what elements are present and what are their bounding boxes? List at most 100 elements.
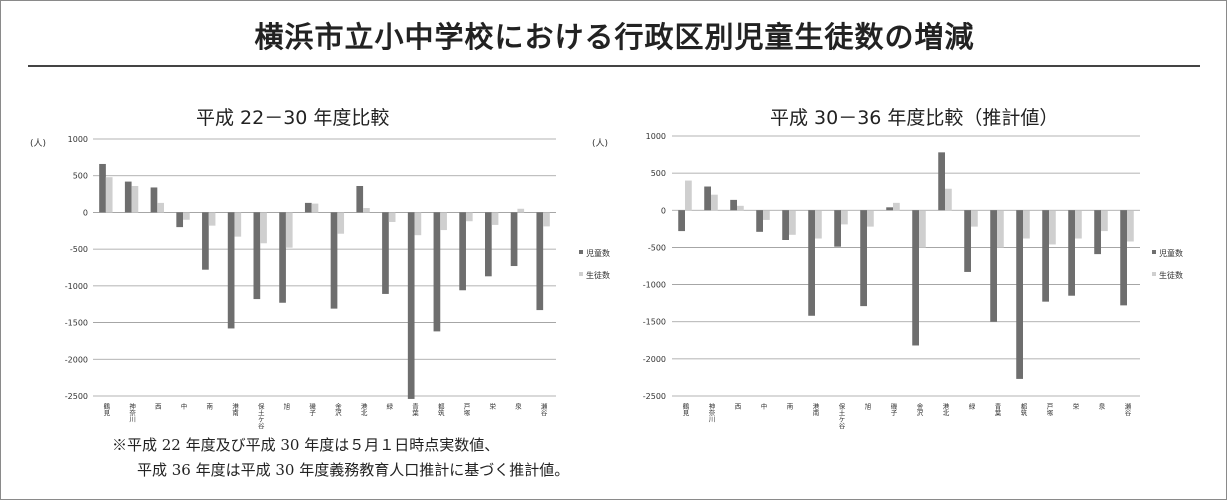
chart-1-bar-children [536,212,544,311]
chart-1-category-label: 戸塚 [462,403,470,418]
chart-1-bar-students [440,212,447,231]
chart-2-bar-children [756,210,763,232]
chart-2-bar-students [685,180,692,211]
chart-1-unit-label: (人) [30,138,46,149]
chart-2-y-tick-label: 0 [661,206,666,215]
chart-1-category-label: 泉 [513,402,521,410]
chart-2-bar-students [815,210,822,239]
chart-1-bar-children [459,212,466,291]
chart-2-legend-swatch [1152,272,1156,276]
chart-2-category-label: 瀬谷 [1123,402,1131,418]
chart-2-bar-students [893,202,900,211]
chart-1-bar-students [234,212,242,237]
chart-1-legend-label: 児童数 [586,248,610,258]
chart-1-bar-children [433,212,441,332]
chart-1-category-label: 瀬谷 [539,402,547,418]
chart-2-bar-children [964,210,971,272]
chart-1-category-label: 青葉 [411,402,419,418]
chart-2-category-label: 都筑 [1019,403,1027,418]
chart-1-category-label: 栄 [488,402,496,411]
chart-1-bar-children [510,212,518,267]
chart-2-y-tick-label: -1000 [643,281,666,290]
chart-2-category-label: 港南 [811,402,819,417]
title-divider [28,65,1200,67]
chart-1-y-tick-label: -500 [70,245,88,254]
chart-1-bar-students [543,212,550,227]
chart-2-bar-students [737,205,744,211]
chart-2-bar-students [867,210,874,227]
chart-2-bar-children [678,210,685,232]
chart-1-bar-students [337,212,345,234]
chart-2-category-label: 保土ケ谷 [837,402,845,431]
chart-2-bar-children [808,210,815,316]
chart-2-category-label: 泉 [1097,402,1105,410]
chart-2-bar-students [763,210,770,220]
chart-2-bar-students [1075,210,1082,239]
chart-2-legend-swatch [1152,250,1156,254]
chart-1-bar-children [330,212,338,309]
chart-2-bar-students [1127,210,1134,242]
chart-2-bar-children [834,210,841,247]
chart-2-category-label: 中 [759,402,767,411]
chart-1-bar-students [311,203,319,213]
chart-1-y-tick-label: -2500 [65,392,88,401]
chart-2-y-tick-label: -500 [648,243,666,252]
chart-2-bar-students [789,210,796,235]
chart-1-category-label: 西 [153,403,161,411]
chart-2-bar-children [912,210,919,346]
chart-1-bar-children [150,187,158,213]
chart-1-category-label: 保土ケ谷 [256,402,264,431]
chart-1-category-label: 港南 [230,402,238,417]
chart-2-category-label: 緑 [967,402,975,410]
footnote-line-2: 平成 36 年度は平成 30 年度義務教育人口推計に基づく推計値。 [137,461,570,479]
chart-2-bar-children [782,210,789,240]
chart-1-y-tick-label: -2000 [65,355,88,364]
chart-2-title: 平成 30－36 年度比較（推計値） [770,107,1059,129]
chart-2-category-label: 磯子 [889,402,897,417]
chart-2-category-label: 港北 [941,402,949,418]
chart-1-bar-students [285,212,293,248]
chart-2-category-label: 栄 [1071,402,1079,411]
chart-2-category-label: 金沢 [915,402,923,418]
chart-1-bar-children [485,212,492,277]
chart-1-bar-children [124,181,132,213]
chart-1-category-label: 南 [205,402,213,410]
chart-2-y-tick-label: -1500 [643,318,666,327]
chart-2-bar-children [860,210,867,307]
chart-1-bar-children [253,212,261,300]
chart-2-y-tick-label: -2500 [643,392,666,401]
chart-2-bar-children [938,152,945,211]
chart-1-bar-students [414,212,422,236]
chart-1-bar-students [183,212,190,220]
chart-2-bar-children [1016,210,1023,379]
chart-2-category-label: 戸塚 [1045,403,1053,418]
chart-1-bar-children [202,212,209,270]
chart-2-unit-label: (人) [592,138,608,149]
chart-2-bar-students [945,188,952,211]
chart-2-category-label: 青葉 [993,402,1001,418]
chart-2-bar-children [1120,210,1127,306]
chart-1-y-tick-label: 500 [73,172,88,181]
chart-1-bar-children [176,212,184,228]
chart-2-category-label: 神奈川 [707,402,715,423]
chart-1-bar-children [279,212,286,303]
chart-2-bar-children [730,199,737,211]
chart-2-y-tick-label: -2000 [643,355,666,364]
chart-1-bar-children [304,202,312,213]
chart-1-legend-label: 生徒数 [586,270,610,280]
chart-1-bar-students [208,212,216,226]
chart-2-bar-students [919,210,926,248]
chart-2-legend-label: 生徒数 [1159,270,1183,280]
chart-1-legend-swatch [579,272,583,276]
chart-1-bar-students [491,212,499,225]
chart-2-category-label: 西 [733,403,741,411]
chart-1-bar-children [382,212,389,294]
chart-1-bar-students [363,208,370,213]
chart-2-category-label: 鶴見 [681,402,689,418]
chart-1-bar-children [99,163,106,213]
page-title: 横浜市立小中学校における行政区別児童生徒数の増減 [254,20,975,54]
chart-1-bar-children [356,185,364,213]
chart-2-legend-label: 児童数 [1159,248,1183,258]
chart-1-legend-swatch [579,250,583,254]
chart-2-bar-children [1068,210,1075,296]
